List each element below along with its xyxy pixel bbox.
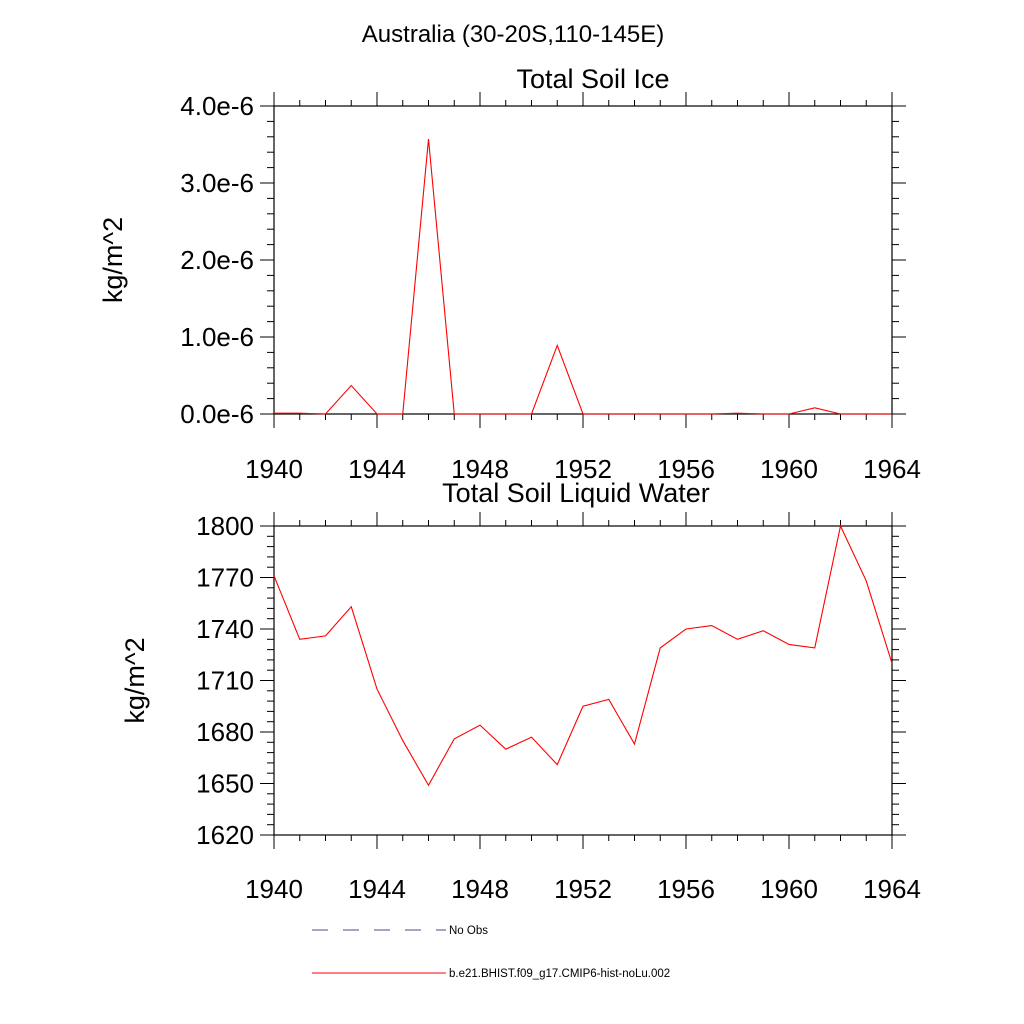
- y-tick-label: 2.0e-6: [180, 245, 254, 275]
- y-tick-label: 1680: [196, 717, 254, 747]
- x-tick-label: 1952: [554, 874, 612, 904]
- plot-frame: [273, 525, 893, 836]
- legend-label: No Obs: [449, 925, 488, 937]
- x-tick-label: 1956: [657, 874, 715, 904]
- x-tick-label: 1948: [451, 454, 509, 484]
- series-line: [274, 139, 892, 415]
- legend-label: b.e21.BHIST.f09_g17.CMIP6-hist-noLu.002: [449, 968, 670, 980]
- chart-title: Total Soil Ice: [516, 64, 669, 94]
- figure-main-title: Australia (30-20S,110-145E): [362, 21, 664, 48]
- x-tick-label: 1940: [245, 454, 303, 484]
- x-tick-label: 1944: [348, 874, 406, 904]
- y-tick-label: 1800: [196, 511, 254, 541]
- plot-frame: [273, 105, 893, 415]
- series-line: [273, 524, 893, 787]
- chart-panel-2: Total Soil Liquid Water kg/m^2 1940 1944 194…: [120, 478, 921, 904]
- x-tick-label: 1964: [863, 874, 921, 904]
- chart-panel-1: Total Soil Ice kg/m^2 1940 1944 1948 1952 1956…: [98, 64, 921, 484]
- x-tick-label: 1940: [245, 874, 303, 904]
- y-tick-label: 1650: [196, 769, 254, 799]
- y-tick-label: 1.0e-6: [180, 322, 254, 352]
- y-tick-label: 3.0e-6: [180, 168, 254, 198]
- y-axis-label: kg/m^2: [120, 637, 150, 723]
- y-tick-label: 1710: [196, 666, 254, 696]
- y-tick-label: 0.0e-6: [180, 399, 254, 429]
- legend: No Obs b.e21.BHIST.f09_g17.CMIP6-hist-noL…: [312, 925, 670, 980]
- y-tick-label: 1620: [196, 820, 254, 850]
- chart-panels: Total Soil Ice kg/m^2 1940 1944 1948 1952 1956…: [98, 64, 921, 904]
- x-tick-label: 1964: [863, 454, 921, 484]
- x-tick-label: 1952: [554, 454, 612, 484]
- y-tick-label: 1770: [196, 563, 254, 593]
- x-tick-label: 1944: [348, 454, 406, 484]
- legend-entry: No Obs: [312, 925, 488, 937]
- y-tick-label: 4.0e-6: [180, 91, 254, 121]
- chart-title: Total Soil Liquid Water: [442, 478, 710, 508]
- x-tick-label: 1960: [760, 454, 818, 484]
- x-tick-label: 1956: [657, 454, 715, 484]
- x-tick-label: 1948: [451, 874, 509, 904]
- y-axis-label: kg/m^2: [98, 217, 128, 303]
- y-tick-label: 1740: [196, 614, 254, 644]
- x-tick-label: 1960: [760, 874, 818, 904]
- legend-entry: b.e21.BHIST.f09_g17.CMIP6-hist-noLu.002: [312, 968, 670, 980]
